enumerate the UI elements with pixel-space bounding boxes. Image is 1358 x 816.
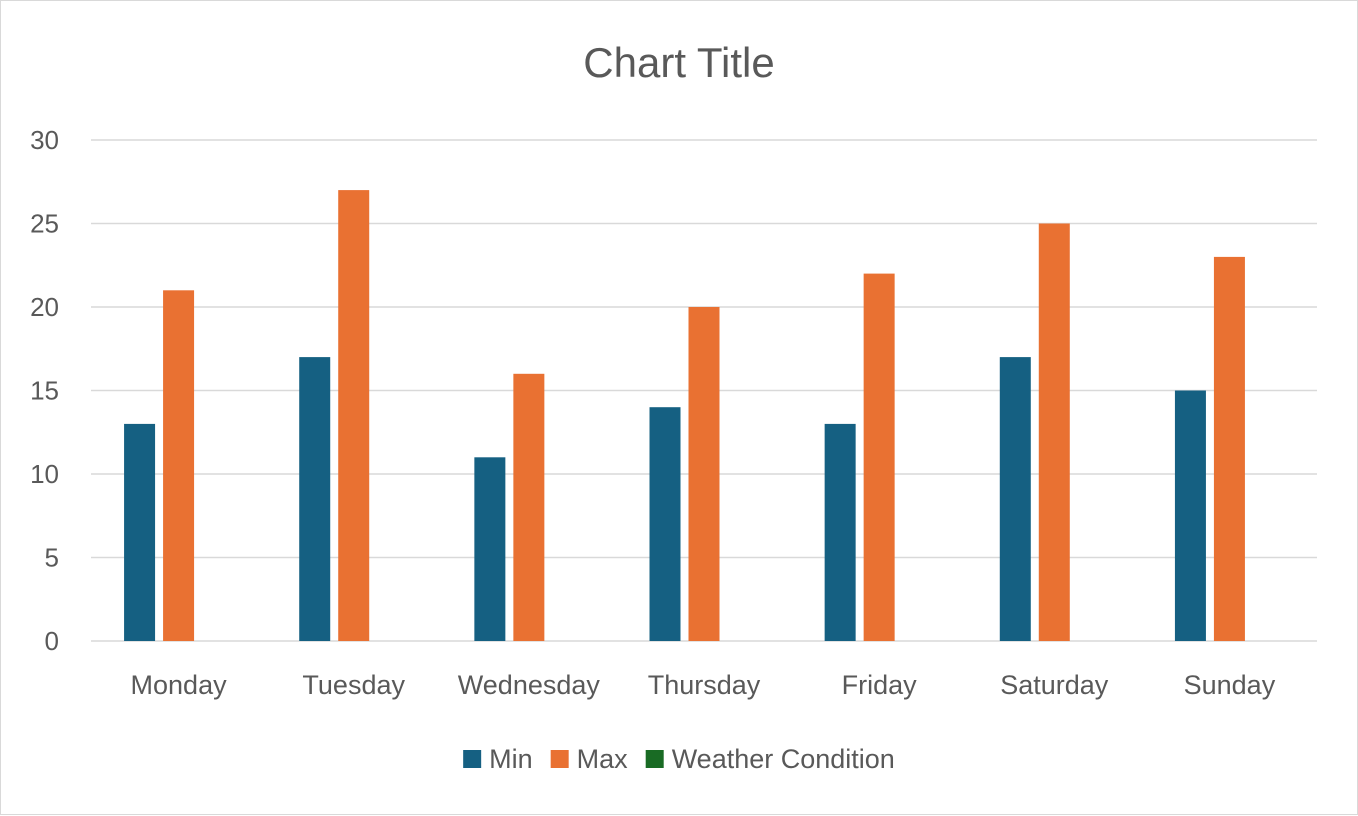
- bar-max-sunday[interactable]: [1213, 256, 1245, 641]
- legend-swatch: [645, 750, 664, 768]
- legend-label: Min: [489, 744, 533, 774]
- bar-max-tuesday[interactable]: [338, 190, 370, 641]
- x-tick-label: Saturday: [1000, 670, 1109, 700]
- bar-min-saturday[interactable]: [999, 357, 1031, 641]
- legend-item-weather-condition[interactable]: Weather Condition: [645, 744, 895, 774]
- legend-item-max[interactable]: Max: [550, 744, 629, 774]
- x-tick-label: Monday: [131, 670, 228, 700]
- bar-max-wednesday[interactable]: [513, 373, 545, 641]
- bar-min-thursday[interactable]: [649, 407, 681, 641]
- plot-area: [124, 190, 1245, 641]
- x-tick-label: Thursday: [648, 670, 761, 700]
- bar-max-monday[interactable]: [163, 290, 195, 641]
- y-tick-label: 10: [30, 459, 59, 489]
- x-tick-label: Friday: [842, 670, 918, 700]
- chart-title[interactable]: Chart Title: [583, 39, 774, 86]
- legend-label: Max: [577, 744, 629, 774]
- bar-min-friday[interactable]: [824, 423, 856, 641]
- legend-swatch: [463, 750, 482, 768]
- legend-label: Weather Condition: [672, 744, 895, 774]
- bar-min-wednesday[interactable]: [474, 457, 506, 641]
- y-tick-label: 15: [30, 376, 59, 406]
- bar-max-thursday[interactable]: [688, 307, 720, 641]
- bar-min-monday[interactable]: [124, 423, 156, 641]
- bar-max-saturday[interactable]: [1038, 223, 1070, 642]
- y-tick-label: 0: [45, 626, 59, 656]
- legend: Min Max Weather Condition: [463, 744, 895, 774]
- y-tick-label: 30: [30, 125, 59, 155]
- y-tick-label: 5: [45, 543, 59, 573]
- x-axis-category-labels: Monday Tuesday Wednesday Thursday Friday Satu…: [131, 670, 1276, 700]
- y-tick-label: 20: [30, 292, 59, 322]
- x-tick-label: Sunday: [1184, 670, 1276, 700]
- x-tick-label: Tuesday: [302, 670, 405, 700]
- y-tick-label: 25: [30, 209, 59, 239]
- bar-max-friday[interactable]: [863, 273, 895, 641]
- x-tick-label: Wednesday: [458, 670, 601, 700]
- bar-min-sunday[interactable]: [1174, 390, 1206, 642]
- legend-item-min[interactable]: Min: [463, 744, 533, 774]
- y-axis-tick-labels: 0 5 10 15 20 25 30: [30, 125, 59, 656]
- bar-min-tuesday[interactable]: [299, 357, 331, 641]
- legend-swatch: [550, 750, 569, 768]
